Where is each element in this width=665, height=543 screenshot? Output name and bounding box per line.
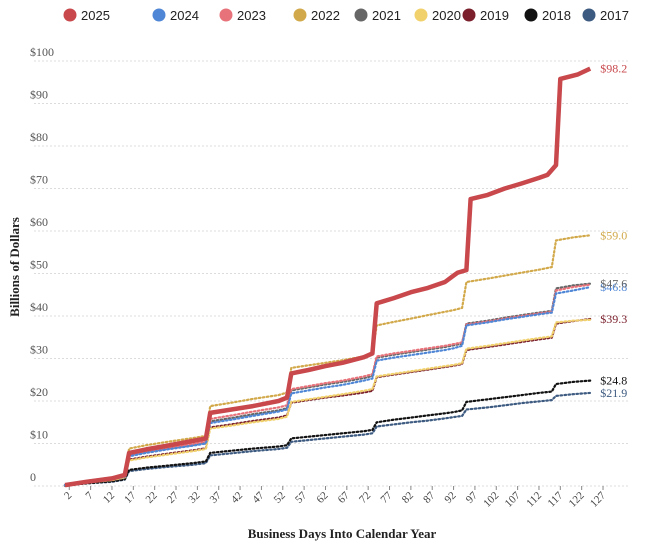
legend: 2025 2024 2023 2022 2021 2020 2019 2018 2017 bbox=[63, 8, 629, 23]
series-line-2020 bbox=[63, 318, 592, 487]
series-line-2025 bbox=[64, 66, 592, 488]
x-tick-label: 87 bbox=[421, 489, 438, 506]
x-tick-label: 97 bbox=[464, 489, 481, 506]
y-tick-label: $10 bbox=[30, 428, 48, 442]
legend-label: 2019 bbox=[480, 8, 509, 23]
legend-swatch bbox=[293, 8, 307, 22]
end-label-2024: $46.8 bbox=[600, 280, 627, 294]
legend-item-2021: 2021 bbox=[354, 8, 401, 23]
legend-item-2019: 2019 bbox=[462, 8, 509, 23]
legend-swatch bbox=[462, 8, 476, 22]
series-line-2018 bbox=[63, 379, 592, 487]
x-tick-label: 102 bbox=[481, 490, 501, 510]
x-tick-label: 82 bbox=[400, 490, 416, 506]
x-axis-ticks: 2 7 12 17 22 27 32 37 42 47 52 57 62 67 72 77 82 87 92 97 10… bbox=[62, 486, 608, 510]
x-tick-label: 117 bbox=[546, 489, 566, 509]
x-tick-label: 77 bbox=[378, 489, 395, 506]
end-label-2025: $98.2 bbox=[600, 62, 627, 76]
x-tick-label: 27 bbox=[165, 489, 182, 506]
x-tick-label: 2 bbox=[62, 490, 74, 502]
y-axis-ticks: 0 $10 $20 $30 $40 $50 $60 $70 $80 $90 $100 bbox=[30, 45, 54, 484]
legend-label: 2017 bbox=[600, 8, 629, 23]
x-tick-label: 112 bbox=[524, 490, 544, 510]
legend-label: 2024 bbox=[170, 8, 199, 23]
legend-swatch bbox=[152, 8, 166, 22]
legend-item-2017: 2017 bbox=[582, 8, 629, 23]
series-line-2023 bbox=[63, 283, 592, 487]
legend-swatch bbox=[219, 8, 233, 22]
x-axis-title: Business Days Into Calendar Year bbox=[248, 526, 437, 541]
y-tick-label: $90 bbox=[30, 88, 48, 102]
x-tick-label: 37 bbox=[208, 489, 225, 506]
legend-item-2022: 2022 bbox=[293, 8, 340, 23]
legend-label: 2022 bbox=[311, 8, 340, 23]
legend-item-2025: 2025 bbox=[63, 8, 110, 23]
grid-lines bbox=[34, 60, 628, 487]
x-tick-label: 17 bbox=[122, 489, 139, 506]
legend-swatch bbox=[582, 8, 596, 22]
end-label-2022: $59.0 bbox=[600, 228, 627, 242]
legend-label: 2021 bbox=[372, 8, 401, 23]
legend-item-2024: 2024 bbox=[152, 8, 199, 23]
x-tick-label: 22 bbox=[144, 490, 160, 506]
legend-swatch bbox=[63, 8, 77, 22]
x-tick-label: 47 bbox=[250, 489, 267, 506]
x-tick-label: 122 bbox=[567, 490, 587, 510]
legend-item-2020: 2020 bbox=[414, 8, 461, 23]
end-label-2021: $47.6 bbox=[600, 277, 627, 291]
x-tick-label: 12 bbox=[101, 490, 117, 506]
series-line-2019 bbox=[63, 317, 592, 487]
y-tick-label: $70 bbox=[30, 173, 48, 187]
y-tick-label: $80 bbox=[30, 130, 48, 144]
y-tick-label: $20 bbox=[30, 385, 48, 399]
y-axis-title: Billions of Dollars bbox=[7, 217, 22, 317]
x-tick-label: 32 bbox=[186, 490, 202, 506]
end-label-2018: $24.8 bbox=[600, 374, 627, 388]
y-tick-label: $30 bbox=[30, 343, 48, 357]
legend-swatch bbox=[524, 8, 538, 22]
legend-label: 2018 bbox=[542, 8, 571, 23]
series-lines bbox=[63, 66, 592, 488]
legend-label: 2025 bbox=[81, 8, 110, 23]
x-tick-label: 42 bbox=[229, 490, 245, 506]
legend-item-2023: 2023 bbox=[219, 8, 266, 23]
x-tick-label: 7 bbox=[83, 489, 96, 502]
y-tick-label: 0 bbox=[30, 470, 36, 484]
x-tick-label: 127 bbox=[588, 489, 609, 510]
legend-label: 2023 bbox=[237, 8, 266, 23]
legend-swatch bbox=[354, 8, 368, 22]
legend-label: 2020 bbox=[432, 8, 461, 23]
end-label-2017: $21.9 bbox=[600, 386, 627, 400]
y-tick-label: $60 bbox=[30, 215, 48, 229]
legend-item-2018: 2018 bbox=[524, 8, 571, 23]
series-line-2024 bbox=[63, 286, 592, 487]
x-tick-label: 67 bbox=[336, 489, 353, 506]
x-tick-label: 107 bbox=[503, 489, 524, 510]
x-tick-label: 57 bbox=[293, 489, 310, 506]
end-labels: $98.2 $46.8 $59.0 $47.6 $39.3 $24.8$21.9 bbox=[600, 62, 627, 400]
x-tick-label: 52 bbox=[272, 490, 288, 506]
y-tick-label: $100 bbox=[30, 45, 54, 59]
y-tick-label: $50 bbox=[30, 258, 48, 272]
legend-swatch bbox=[414, 8, 428, 22]
series-line-2021 bbox=[63, 282, 592, 487]
y-tick-label: $40 bbox=[30, 300, 48, 314]
series-line-2017 bbox=[63, 391, 592, 487]
x-tick-label: 62 bbox=[314, 490, 330, 506]
x-tick-label: 72 bbox=[357, 490, 373, 506]
end-label-2019: $39.3 bbox=[600, 312, 627, 326]
x-tick-label: 92 bbox=[442, 490, 458, 506]
